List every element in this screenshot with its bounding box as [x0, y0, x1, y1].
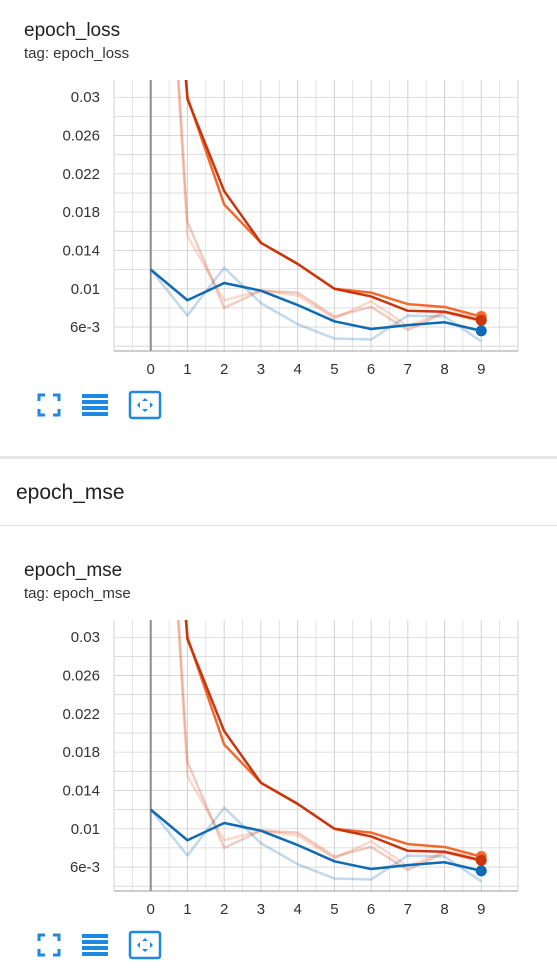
x-tick-label: 9	[477, 901, 485, 918]
x-tick-label: 5	[330, 361, 338, 378]
chart-plot-epoch-mse[interactable]: 0.03 0.026 0.022 0.018 0.014 0.01 6e-3 0 1 2 3 4 5 6 7…	[0, 540, 557, 932]
fullscreen-button[interactable]	[34, 390, 64, 420]
plot-area	[149, 620, 482, 883]
y-tick-label: 0.01	[71, 821, 100, 838]
chart-plot-epoch-loss[interactable]: 0.03 0.026 0.022 0.018 0.014 0.01 6e-3 0 1 2 3 4 5 6 7…	[0, 0, 557, 392]
x-tick-label: 6	[367, 901, 375, 918]
fit-domain-icon	[128, 930, 162, 960]
series-smoothed-line	[184, 620, 482, 862]
toggle-log-scale-button[interactable]	[80, 390, 110, 420]
y-tick-label: 0.018	[62, 744, 100, 761]
x-tick-label: 3	[257, 901, 265, 918]
x-tick-label: 4	[293, 901, 301, 918]
series-smoothed-line	[149, 268, 482, 333]
y-tick-label: 0.03	[71, 629, 100, 646]
fit-domain-icon	[128, 390, 162, 420]
chart-card-epoch-loss: epoch_loss tag: epoch_loss 0.03 0.026 0.02…	[0, 0, 557, 456]
x-tick-label: 9	[477, 361, 485, 378]
grid	[113, 80, 519, 351]
y-tick-label: 0.026	[62, 128, 100, 145]
series-raw-line	[176, 620, 482, 868]
series-smoothed-line	[184, 80, 482, 322]
y-tick-label: 0.022	[62, 166, 100, 183]
series-endpoint	[475, 314, 487, 326]
series-raw-line	[176, 80, 482, 328]
x-tick-label: 2	[220, 361, 228, 378]
fullscreen-button[interactable]	[34, 930, 64, 960]
lines-icon	[82, 934, 108, 956]
y-tick-label: 0.014	[62, 782, 100, 799]
fit-domain-button[interactable]	[128, 390, 162, 420]
y-tick-label: 0.026	[62, 668, 100, 685]
fullscreen-icon	[37, 393, 61, 417]
y-tick-label: 6e-3	[70, 319, 100, 336]
plot-area	[149, 80, 482, 343]
chart-card-epoch-mse: epoch_mse tag: epoch_mse 0.03 0.026 0.022 0…	[0, 540, 557, 979]
card-separator	[0, 456, 557, 459]
chart-title: epoch_mse	[24, 560, 123, 581]
series-endpoint	[475, 854, 487, 866]
lines-icon	[82, 394, 108, 416]
x-tick-label: 0	[147, 361, 155, 378]
y-tick-label: 6e-3	[70, 859, 100, 876]
chart-tag: tag: epoch_mse	[24, 585, 131, 602]
x-tick-label: 8	[440, 361, 448, 378]
fit-domain-button[interactable]	[128, 930, 162, 960]
chart-title: epoch_loss	[24, 20, 121, 41]
tag-group-title: epoch_mse	[16, 481, 125, 504]
x-tick-label: 4	[293, 361, 301, 378]
series-smoothed-line	[149, 808, 482, 873]
x-tick-label: 5	[330, 901, 338, 918]
x-tick-label: 7	[404, 361, 412, 378]
series-endpoint	[475, 325, 487, 337]
y-tick-label: 0.022	[62, 706, 100, 723]
x-tick-label: 1	[183, 361, 191, 378]
series-raw-line	[177, 80, 482, 332]
x-tick-label: 3	[257, 361, 265, 378]
tag-group-header[interactable]: epoch_mse	[0, 459, 557, 526]
x-tick-label: 2	[220, 901, 228, 918]
y-tick-label: 0.03	[71, 89, 100, 106]
series-endpoint	[475, 865, 487, 877]
x-tick-label: 0	[147, 901, 155, 918]
x-tick-label: 7	[404, 901, 412, 918]
y-tick-label: 0.018	[62, 204, 100, 221]
y-tick-label: 0.01	[71, 281, 100, 298]
toggle-log-scale-button[interactable]	[80, 930, 110, 960]
series-raw-line	[177, 620, 482, 872]
chart-tag: tag: epoch_loss	[24, 45, 130, 62]
x-tick-label: 1	[183, 901, 191, 918]
fullscreen-icon	[37, 933, 61, 957]
y-tick-label: 0.014	[62, 242, 100, 259]
x-tick-label: 6	[367, 361, 375, 378]
x-tick-label: 8	[440, 901, 448, 918]
